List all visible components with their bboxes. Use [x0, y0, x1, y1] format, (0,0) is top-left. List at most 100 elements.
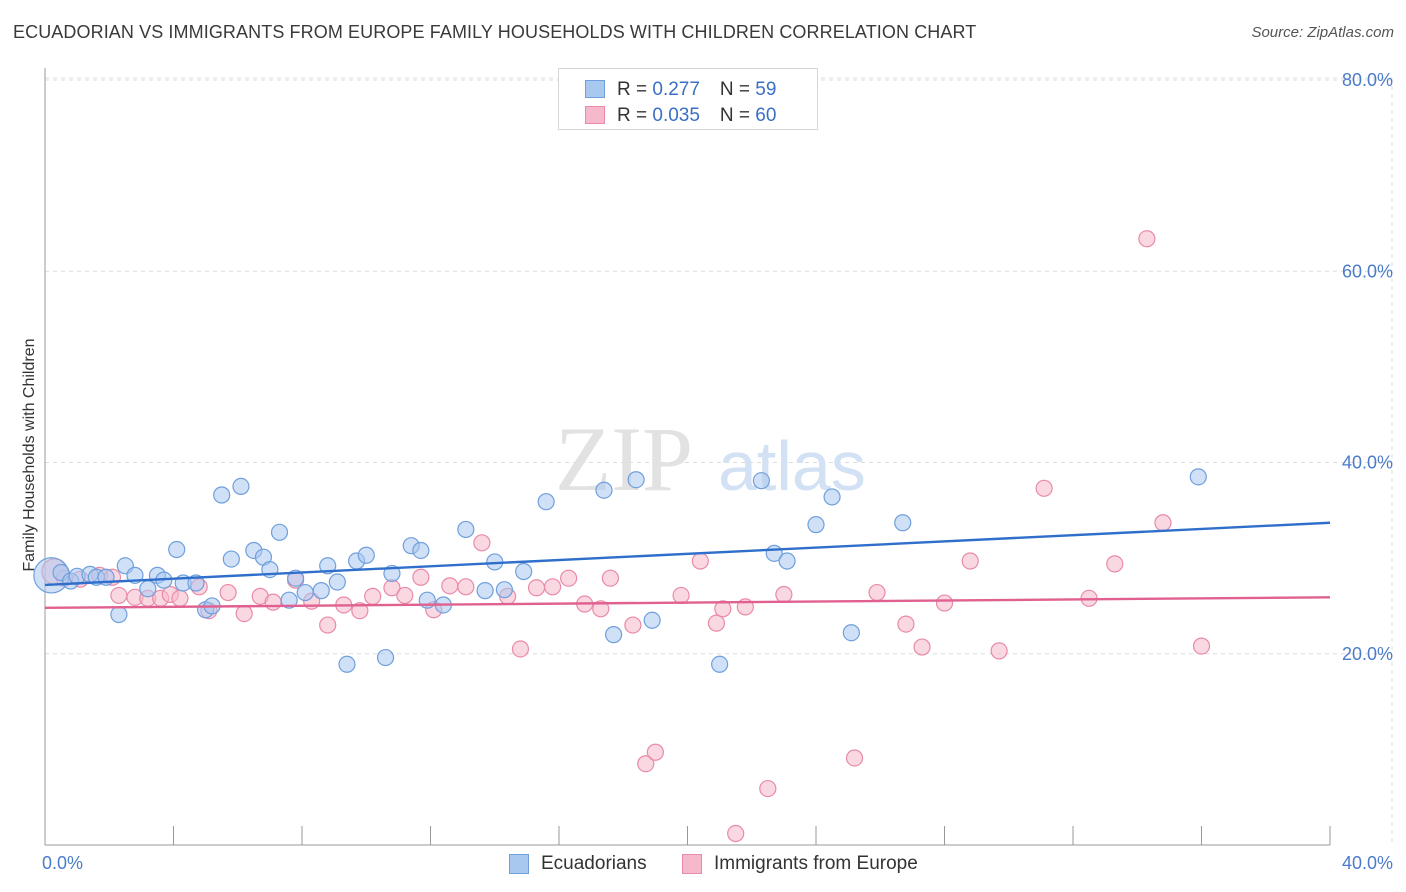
- r-label: R =: [617, 79, 653, 100]
- ecuadorian-point: [412, 541, 430, 560]
- immigrant-point: [672, 586, 690, 605]
- ecuadorian-point: [139, 580, 157, 598]
- immigrant-point: [592, 600, 610, 618]
- legend-swatch-blue: [585, 80, 605, 98]
- ecuadorian-point: [270, 523, 289, 541]
- ecuadorian-point: [376, 648, 395, 667]
- immigrant-point: [1154, 514, 1172, 532]
- x-tick-label: 40.0%: [1342, 853, 1393, 873]
- immigrant-point: [897, 615, 915, 633]
- immigrant-point: [473, 534, 491, 552]
- ecuadorian-point: [752, 472, 770, 490]
- immigrant-point: [624, 616, 642, 634]
- watermark: ZIP atlas: [555, 408, 866, 510]
- legend-label-immigrants: Immigrants from Europe: [714, 853, 918, 874]
- legend-swatch-pink: [682, 854, 702, 874]
- n-value: 60: [755, 105, 777, 126]
- immigrant-point: [935, 594, 954, 612]
- n-label: N =: [719, 79, 756, 100]
- ecuadorian-point: [232, 477, 250, 496]
- r-value: 0.277: [652, 79, 700, 100]
- axes: 20.0% 40.0% 60.0% 80.0% 0.0% 40.0%: [42, 68, 1393, 873]
- immigrant-point: [441, 577, 459, 595]
- immigrant-point: [457, 578, 475, 596]
- ecuadorian-point: [1189, 468, 1207, 486]
- immigrant-point: [235, 604, 253, 623]
- ecuadorian-point: [605, 626, 623, 644]
- ecuadorian-point: [515, 562, 533, 581]
- legend-label-ecuadorians: Ecuadorians: [541, 853, 647, 874]
- immigrant-point: [396, 586, 414, 605]
- ecuadorian-point: [643, 611, 661, 629]
- immigrant-point: [845, 749, 864, 767]
- legend-stats-2: R = 0.035 N = 60: [617, 105, 776, 127]
- ecuadorian-point: [319, 557, 337, 575]
- immigrant-point: [1106, 555, 1124, 573]
- immigrant-point: [646, 743, 664, 761]
- legend-swatch-blue: [509, 854, 529, 874]
- immigrant-point: [759, 779, 777, 798]
- ecuadorian-point: [595, 481, 613, 499]
- ecuadorian-point: [168, 540, 186, 559]
- watermark-atlas: atlas: [718, 427, 866, 505]
- immigrant-point: [637, 755, 655, 773]
- immigrant-point: [364, 587, 382, 605]
- immigrant-point: [412, 568, 430, 586]
- ecuadorian-point: [842, 624, 860, 642]
- ecuadorian-point: [280, 591, 298, 609]
- immigrant-point: [527, 579, 546, 597]
- ecuadorian-point: [823, 488, 841, 506]
- y-tick-label: 80.0%: [1342, 70, 1393, 90]
- ecuadorian-point: [110, 605, 128, 624]
- immigrant-point: [351, 602, 369, 620]
- immigrant-point: [219, 583, 237, 602]
- ecuadorian-point: [338, 655, 356, 673]
- y-tick-label: 20.0%: [1342, 644, 1393, 664]
- ecuadorian-point: [807, 516, 825, 534]
- immigrant-point: [1192, 637, 1211, 655]
- immigrant-point: [1035, 479, 1053, 497]
- immigrant-point: [913, 638, 931, 656]
- r-label: R =: [617, 105, 653, 126]
- n-label: N =: [719, 105, 756, 126]
- immigrant-point: [560, 569, 578, 587]
- immigrant-point: [990, 642, 1008, 660]
- ecuadorian-point: [222, 550, 240, 568]
- ecuadorian-point: [296, 583, 314, 602]
- ecuadorian-point: [537, 493, 555, 511]
- immigrant-point: [707, 614, 726, 632]
- ecuadorian-point: [495, 581, 513, 599]
- immigrant-trend-line: [44, 596, 1331, 610]
- y-tick-label: 60.0%: [1342, 261, 1393, 281]
- x-tick-label: 0.0%: [42, 853, 83, 873]
- immigrant-point: [961, 552, 979, 570]
- y-tick-label: 40.0%: [1342, 453, 1393, 473]
- immigrant-point: [319, 616, 337, 634]
- r-value: 0.035: [652, 105, 700, 126]
- ecuadorian-point: [357, 546, 375, 564]
- immigrant-point: [1138, 230, 1156, 248]
- immigrant-point: [775, 585, 793, 604]
- y-axis-title: Family Households with Children: [21, 339, 38, 572]
- trend-lines: [44, 521, 1331, 610]
- ecuadorian-trend-line: [44, 521, 1331, 587]
- immigrant-point: [868, 583, 886, 602]
- stats-legend: R = 0.277 N = 59 R = 0.035 N = 60: [558, 68, 818, 130]
- immigrant-point: [171, 589, 189, 607]
- legend-swatch-pink: [585, 106, 605, 124]
- ecuadorian-point: [213, 486, 231, 504]
- immigrant-point: [714, 600, 732, 618]
- immigrant-point: [543, 578, 562, 596]
- legend-stats-1: R = 0.277 N = 59: [617, 79, 776, 101]
- n-value: 59: [755, 79, 777, 100]
- immigrant-point: [264, 593, 282, 611]
- ecuadorian-point: [711, 655, 729, 673]
- ecuadorian-point: [778, 552, 796, 570]
- source-label: Source: ZipAtlas.com: [1251, 24, 1394, 41]
- ecuadorian-point: [312, 582, 330, 600]
- immigrant-point: [691, 552, 709, 570]
- ecuadorian-point: [286, 569, 305, 587]
- watermark-zip: ZIP: [555, 408, 693, 510]
- data-points: [33, 230, 1211, 843]
